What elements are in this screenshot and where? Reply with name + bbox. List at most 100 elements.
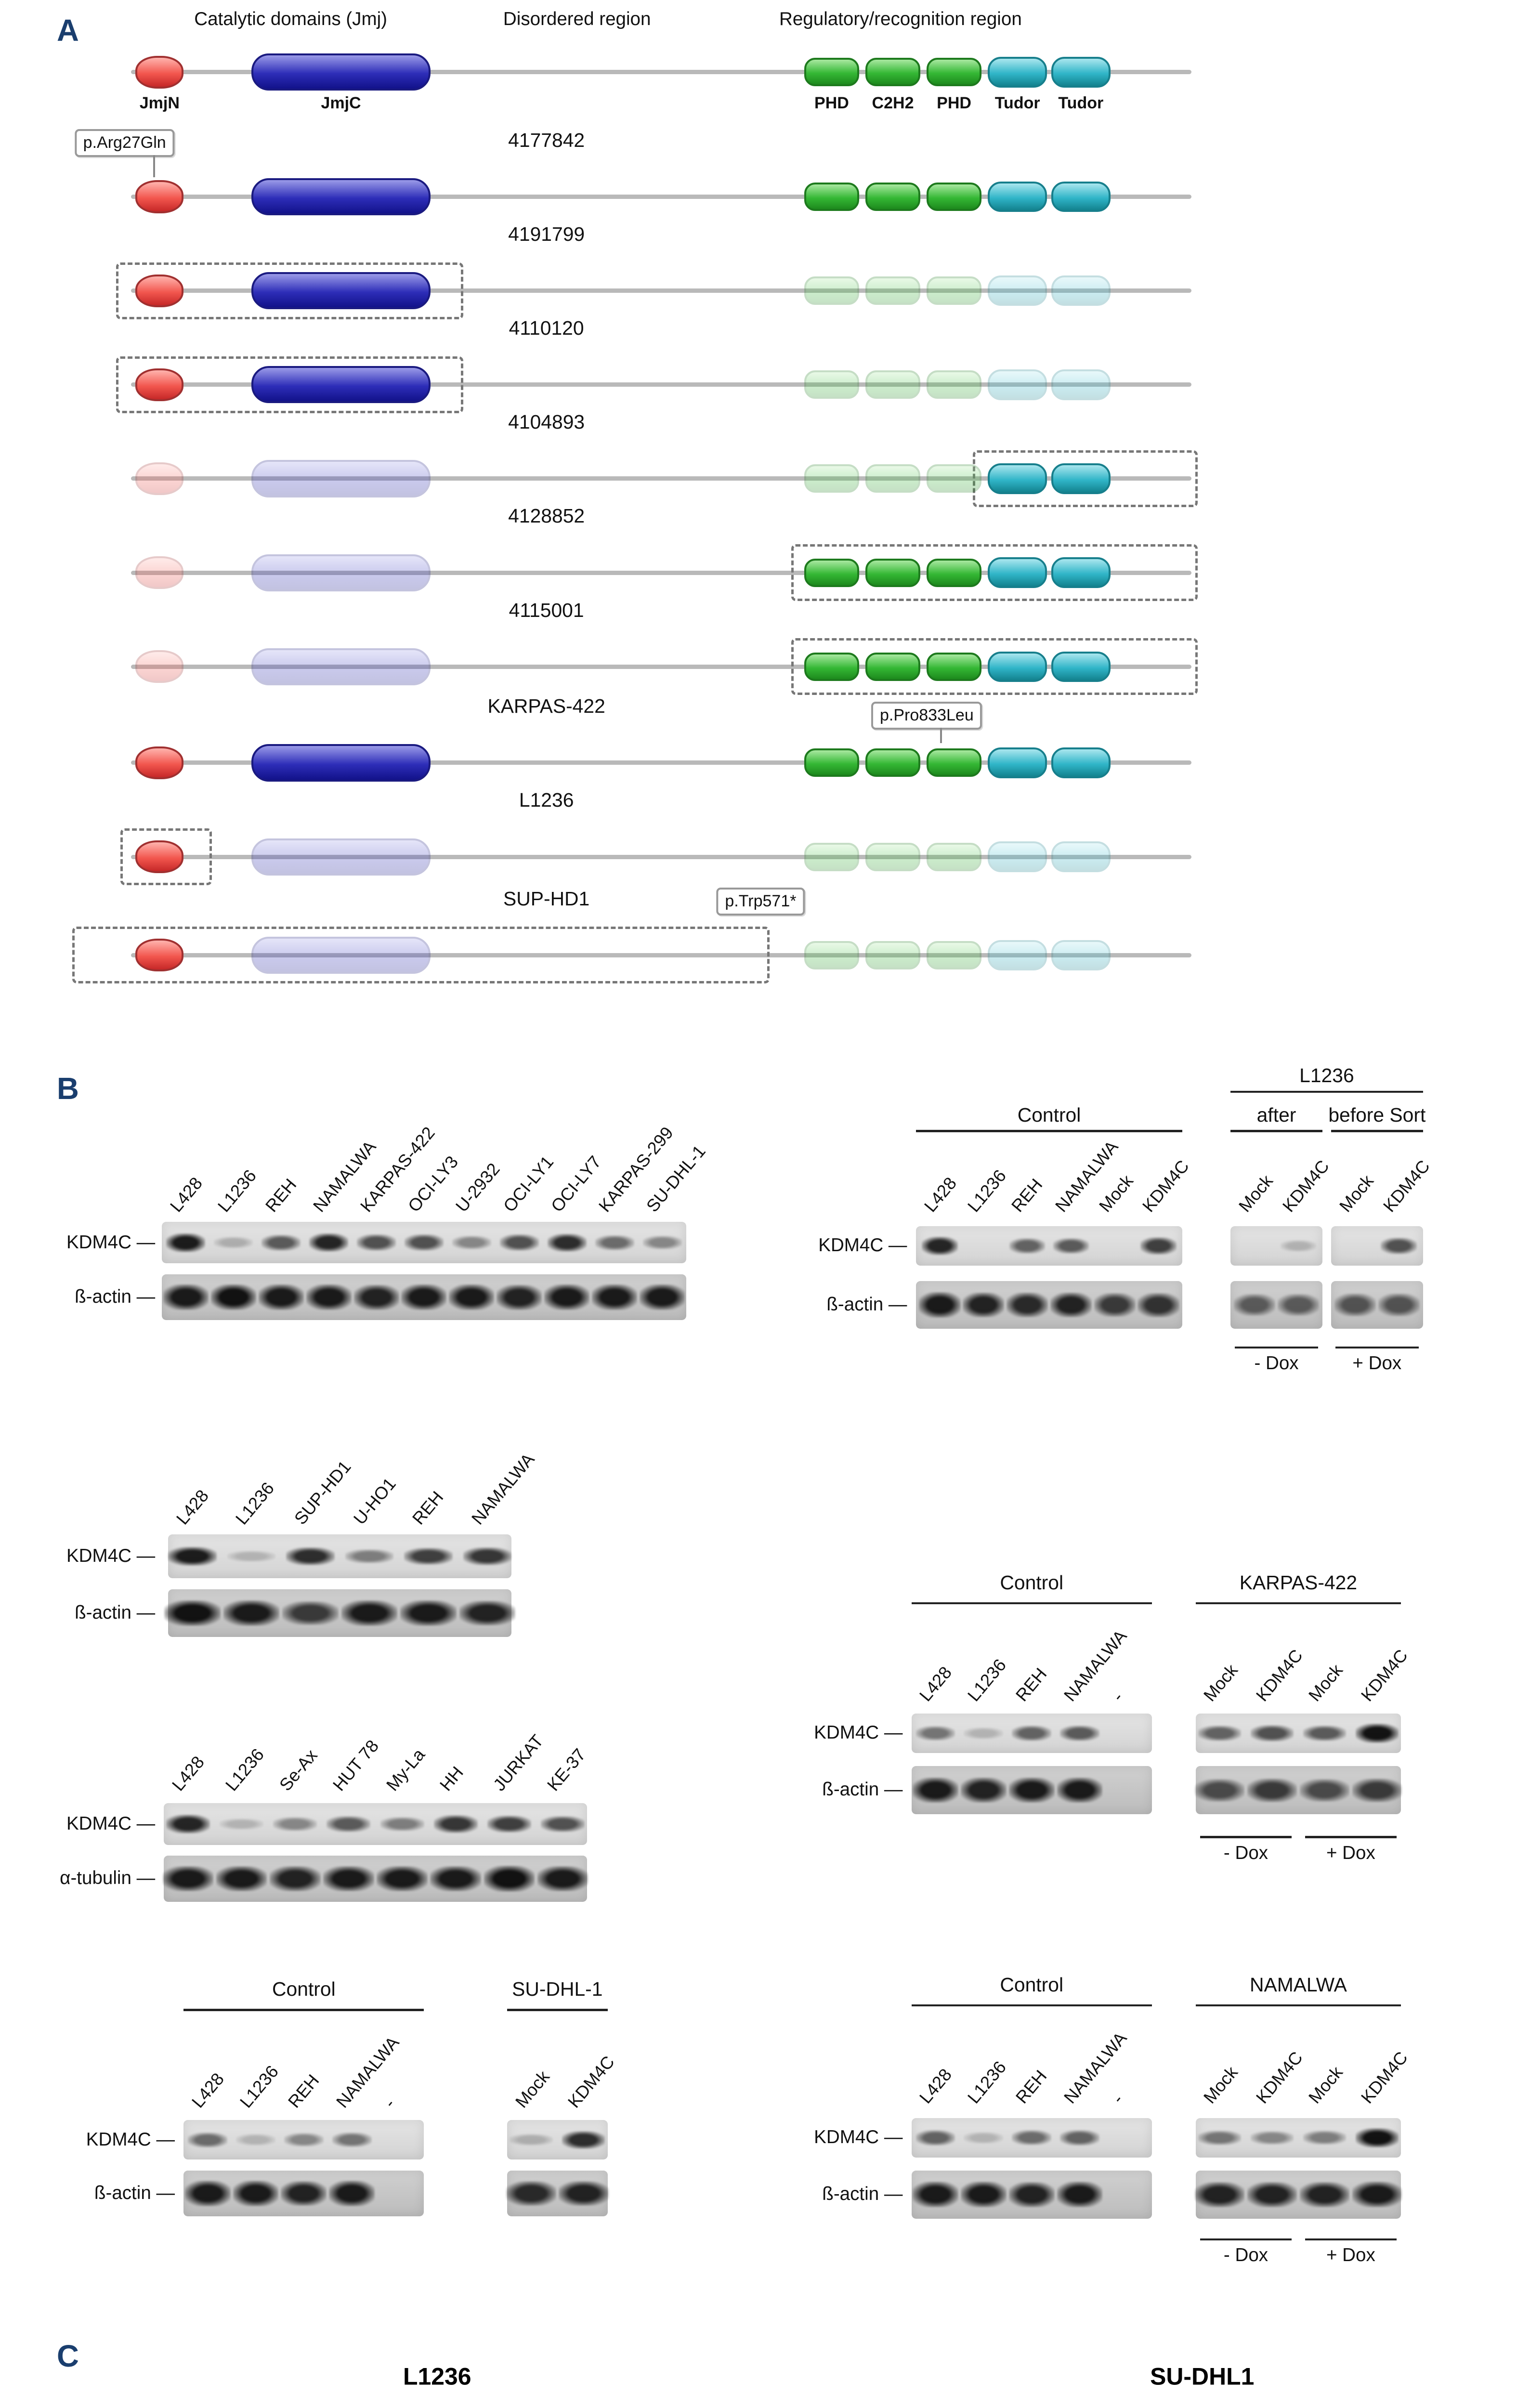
blot-band bbox=[1352, 1778, 1402, 1802]
blot-band bbox=[1012, 2130, 1052, 2146]
domain-jmjn bbox=[135, 650, 184, 683]
lane-label: JURKAT bbox=[489, 1731, 548, 1795]
blot-super-header: L1236 bbox=[1299, 1064, 1354, 1087]
domain-c2h2 bbox=[865, 748, 920, 777]
blot-band bbox=[922, 1236, 958, 1256]
blot-group-header: before Sort bbox=[1328, 1103, 1426, 1126]
lane-label: Mock bbox=[1305, 2062, 1347, 2107]
domain-jmjc bbox=[251, 744, 431, 782]
blot-row-label: KDM4C — bbox=[814, 2127, 903, 2148]
domain-phd bbox=[927, 652, 981, 681]
lane-label: L428 bbox=[166, 1173, 206, 1216]
domain-jmjn bbox=[135, 840, 184, 874]
lane-label: L428 bbox=[915, 2065, 956, 2107]
blot-band bbox=[273, 1817, 317, 1831]
sample-name: 4128852 bbox=[508, 505, 585, 527]
sample-name: KARPAS-422 bbox=[487, 695, 605, 718]
sample-name: SUP-HD1 bbox=[503, 887, 590, 910]
domain-c2h2 bbox=[865, 842, 920, 871]
blot-band bbox=[380, 1817, 424, 1831]
blot-band bbox=[1299, 2182, 1350, 2207]
lane-label: KDM4C bbox=[1357, 1645, 1412, 1705]
domain-tudor bbox=[1051, 557, 1111, 588]
blot-row-label: ß-actin — bbox=[822, 1779, 903, 1800]
domain-jmjn bbox=[135, 556, 184, 589]
lane-label: L1236 bbox=[213, 1165, 260, 1216]
blot-band bbox=[1381, 1238, 1417, 1254]
domain-tudor bbox=[988, 57, 1047, 88]
blot-group-header-line bbox=[1331, 1130, 1423, 1132]
domain-tudor bbox=[1051, 940, 1111, 971]
blot-band bbox=[219, 1818, 264, 1830]
domain-jmjn bbox=[135, 368, 184, 401]
lane-label: KDM4C bbox=[1252, 2048, 1307, 2107]
blot-band bbox=[223, 1600, 280, 1626]
domain-tudor bbox=[1051, 463, 1111, 494]
blot-band bbox=[164, 1600, 221, 1626]
protein-backbone bbox=[131, 953, 1191, 957]
blot-band bbox=[1355, 2128, 1399, 2147]
blot-band bbox=[1194, 1779, 1245, 1802]
blot-band bbox=[1277, 1294, 1320, 1316]
western-blot-strip bbox=[168, 1534, 512, 1578]
sample-name: 4104893 bbox=[508, 411, 585, 433]
blot-band bbox=[559, 2181, 609, 2206]
blot-row-label: KDM4C — bbox=[66, 1813, 156, 1834]
lane-label: L428 bbox=[187, 2069, 228, 2112]
lane-label: L428 bbox=[172, 1485, 213, 1528]
blot-band bbox=[323, 1866, 374, 1892]
blot-band bbox=[544, 1284, 590, 1310]
domain-phd bbox=[804, 652, 859, 681]
domain-tudor bbox=[988, 841, 1047, 872]
dox-line bbox=[1305, 1836, 1397, 1838]
blot-band bbox=[188, 2132, 228, 2147]
domain-jmjn bbox=[135, 55, 184, 89]
blot-band bbox=[960, 1778, 1007, 1803]
lane-label: NAMALWA bbox=[332, 2032, 403, 2112]
domain-tudor bbox=[988, 747, 1047, 778]
blot-row-label: α-tubulin — bbox=[60, 1868, 156, 1889]
lane-label: L1236 bbox=[235, 2062, 283, 2112]
protein-backbone bbox=[131, 288, 1191, 293]
region-header: Regulatory/recognition region bbox=[779, 9, 1022, 30]
blot-group-header-line bbox=[507, 2008, 608, 2011]
blot-row-label: ß-actin — bbox=[822, 2184, 903, 2205]
domain-phd bbox=[804, 58, 859, 87]
lane-label: L428 bbox=[915, 1662, 956, 1705]
blot-band bbox=[1334, 1294, 1376, 1316]
blot-band bbox=[1057, 2182, 1103, 2208]
blot-band bbox=[1138, 1293, 1179, 1317]
panel-label-b: B bbox=[57, 1071, 79, 1106]
blot-band bbox=[210, 1284, 256, 1310]
blot-band bbox=[168, 1546, 217, 1566]
lane-label: Mock bbox=[1095, 1171, 1137, 1216]
blot-band bbox=[1352, 2182, 1402, 2208]
blot-band bbox=[216, 1866, 267, 1892]
domain-tudor bbox=[988, 275, 1047, 306]
domain-tudor bbox=[988, 940, 1047, 971]
domain-jmjn bbox=[135, 274, 184, 307]
blot-band bbox=[404, 1234, 444, 1251]
blot-group-header: Control bbox=[272, 1978, 336, 2001]
lane-label: NAMALWA bbox=[1059, 1626, 1131, 1705]
blot-band bbox=[1012, 1726, 1052, 1741]
domain-phd bbox=[804, 842, 859, 871]
dox-line bbox=[1305, 2238, 1397, 2241]
blot-group-header-line bbox=[183, 2008, 424, 2011]
lane-label: KDM4C bbox=[1252, 1645, 1307, 1705]
chart-title: L1236 bbox=[403, 2363, 471, 2390]
blot-band bbox=[214, 1237, 253, 1249]
domain-phd bbox=[927, 370, 981, 399]
domain-c2h2 bbox=[865, 58, 920, 87]
lane-label: My-La bbox=[382, 1745, 429, 1795]
blot-band bbox=[1194, 2182, 1245, 2207]
blot-band bbox=[449, 1284, 495, 1310]
blot-super-header-line bbox=[1230, 1090, 1423, 1093]
blot-band bbox=[166, 1815, 210, 1833]
dox-label: - Dox bbox=[1223, 1843, 1268, 1864]
mutation-annotation: p.Trp571* bbox=[716, 887, 805, 916]
lane-label: OCI-LY1 bbox=[499, 1152, 558, 1216]
blot-band bbox=[1094, 1293, 1136, 1317]
domain-jmjc bbox=[251, 366, 431, 404]
